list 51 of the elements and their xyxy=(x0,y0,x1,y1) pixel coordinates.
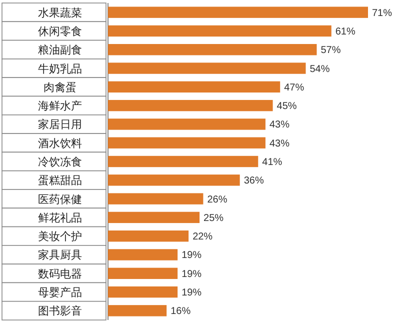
y-tick-label: 图书影音 xyxy=(38,304,82,318)
y-tick-label: 粮油副食 xyxy=(38,44,82,57)
bar xyxy=(108,44,317,56)
bar xyxy=(108,118,266,130)
data-label: 45% xyxy=(276,101,297,112)
y-tick-label: 家具厨具 xyxy=(38,248,82,262)
data-label: 36% xyxy=(244,176,264,187)
bar xyxy=(108,212,200,224)
bar xyxy=(108,6,368,18)
bar xyxy=(108,137,266,148)
bar xyxy=(108,249,178,260)
data-label: 57% xyxy=(320,45,341,56)
data-label: 54% xyxy=(310,64,330,75)
bar xyxy=(108,174,240,186)
bar xyxy=(108,268,178,279)
data-label: 43% xyxy=(269,138,290,150)
data-label: 19% xyxy=(182,288,202,299)
data-label: 47% xyxy=(284,82,304,94)
data-label: 41% xyxy=(262,157,282,168)
bar xyxy=(108,286,178,298)
bar xyxy=(108,25,332,37)
bar xyxy=(108,81,280,93)
bar xyxy=(108,230,189,242)
y-tick-label: 海鲜水产 xyxy=(38,100,82,113)
y-tick-label: 鲜花礼品 xyxy=(38,211,82,224)
y-tick-label: 酒水饮料 xyxy=(38,136,82,150)
data-label: 19% xyxy=(182,268,202,280)
bar xyxy=(108,305,167,316)
y-tick-label: 休闲零食 xyxy=(38,24,82,38)
y-tick-label: 蛋糕甜品 xyxy=(38,174,82,188)
y-tick-label: 肉禽蛋 xyxy=(44,80,76,94)
data-label: 71% xyxy=(372,8,392,19)
y-tick-label: 冷饮冻食 xyxy=(38,156,82,168)
y-tick-label: 医药保健 xyxy=(38,192,82,206)
y-tick-label: 牛奶乳品 xyxy=(38,62,82,76)
y-tick-label: 美妆个护 xyxy=(38,230,82,244)
y-tick-label: 数码电器 xyxy=(38,267,82,280)
y-tick-label: 水果蔬菜 xyxy=(38,6,82,20)
data-label: 25% xyxy=(204,212,224,224)
data-label: 16% xyxy=(170,306,191,318)
data-label: 26% xyxy=(207,194,228,206)
data-label: 61% xyxy=(335,26,356,38)
bar xyxy=(108,156,258,168)
y-tick-label: 母婴产品 xyxy=(38,286,82,300)
bar xyxy=(108,62,306,74)
data-label: 43% xyxy=(269,120,290,131)
data-label: 22% xyxy=(192,232,213,243)
bar xyxy=(108,100,273,112)
data-label: 19% xyxy=(182,250,202,262)
y-tick-label: 家居日用 xyxy=(38,118,82,132)
bar xyxy=(108,193,204,204)
